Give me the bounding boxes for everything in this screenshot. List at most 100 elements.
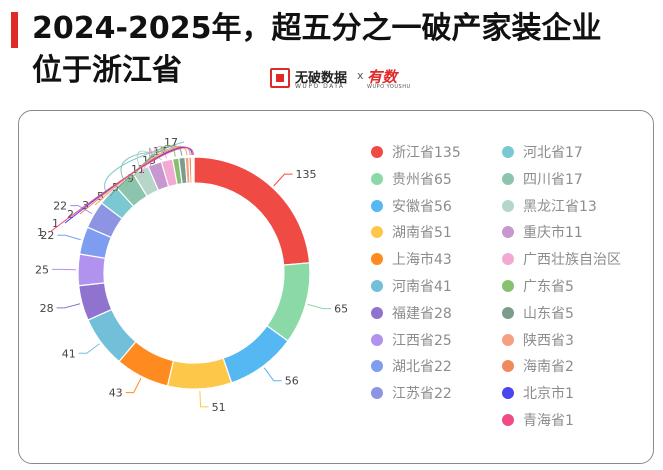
legend-swatch-17 xyxy=(502,333,514,346)
legend-swatch-20 xyxy=(502,414,514,426)
legend-label-20: 青海省1 xyxy=(523,413,574,429)
slice-value-label-0: 135 xyxy=(295,168,316,181)
legend-label-13: 重庆市11 xyxy=(523,225,583,242)
legend-item-15[interactable]: 广东省5 xyxy=(502,276,574,296)
legend-item-20[interactable]: 青海省1 xyxy=(502,410,574,430)
donut-slice-2[interactable] xyxy=(222,324,289,384)
legend-label-2: 安徽省56 xyxy=(392,198,452,215)
legend-item-17[interactable]: 陕西省3 xyxy=(502,330,574,350)
legend-label-15: 广东省5 xyxy=(523,279,574,295)
legend-swatch-16 xyxy=(502,306,514,319)
slice-value-label-9: 22 xyxy=(53,200,67,213)
slice-value-label-14: 9 xyxy=(127,172,134,185)
legend-label-1: 贵州省65 xyxy=(392,171,452,188)
slice-value-label-2: 56 xyxy=(285,375,299,388)
donut-slice-1[interactable] xyxy=(266,262,311,342)
legend-swatch-15 xyxy=(502,280,514,292)
leader-line-5 xyxy=(78,343,100,354)
leader-line-10 xyxy=(104,141,185,194)
legend-item-0[interactable]: 浙江省135 xyxy=(371,142,461,162)
legend-item-16[interactable]: 山东省5 xyxy=(502,303,574,323)
slice-value-label-7: 25 xyxy=(35,263,49,276)
brand-subtitle: WUPO DATA xyxy=(295,83,345,90)
legend-swatch-8 xyxy=(371,360,383,373)
legend-swatch-2 xyxy=(371,199,383,212)
legend-label-16: 山东省5 xyxy=(523,305,574,322)
legend-label-19: 北京市1 xyxy=(523,386,574,403)
legend-item-10[interactable]: 河北省17 xyxy=(502,142,583,162)
leader-line-2 xyxy=(263,367,282,382)
legend-item-2[interactable]: 安徽省56 xyxy=(371,196,452,216)
title-accent-bar xyxy=(11,12,18,48)
donut-slice-3[interactable] xyxy=(166,357,233,390)
legend-swatch-3 xyxy=(371,226,383,239)
legend-item-4[interactable]: 上海市43 xyxy=(371,249,452,269)
legend-item-3[interactable]: 湖南省51 xyxy=(371,222,452,242)
legend-label-0: 浙江省135 xyxy=(392,145,461,161)
legend-item-18[interactable]: 海南省2 xyxy=(502,356,574,376)
legend-item-7[interactable]: 江西省25 xyxy=(371,330,452,350)
legend-item-13[interactable]: 重庆市11 xyxy=(502,222,583,242)
donut-slice-0[interactable] xyxy=(193,156,311,266)
legend-item-11[interactable]: 四川省17 xyxy=(502,169,583,189)
legend-item-14[interactable]: 广西壮族自治区 xyxy=(502,249,621,269)
legend-swatch-14 xyxy=(502,253,514,266)
legend-swatch-12 xyxy=(502,199,514,212)
legend-item-5[interactable]: 河南省41 xyxy=(371,276,452,296)
leader-line-0 xyxy=(273,173,293,187)
slice-value-label-5: 41 xyxy=(62,347,76,360)
legend-label-7: 江西省25 xyxy=(392,332,452,349)
partner-name: 有数 xyxy=(367,68,398,86)
legend-item-19[interactable]: 北京市1 xyxy=(502,383,574,403)
legend-swatch-18 xyxy=(502,360,514,373)
leader-line-8 xyxy=(57,234,81,241)
legend-item-12[interactable]: 黑龙江省13 xyxy=(502,196,597,216)
leader-line-9 xyxy=(70,205,93,215)
legend-swatch-7 xyxy=(371,333,383,346)
slice-value-label-8: 22 xyxy=(40,229,54,242)
legend-swatch-4 xyxy=(371,253,383,266)
chart-panel xyxy=(18,110,654,464)
leader-line-16 xyxy=(109,145,183,197)
leader-line-20 xyxy=(49,147,194,233)
legend-swatch-0 xyxy=(371,146,383,158)
legend-swatch-19 xyxy=(502,387,514,400)
legend-item-9[interactable]: 江苏省22 xyxy=(371,383,452,403)
legend-label-11: 四川省17 xyxy=(523,171,583,188)
slice-value-label-1: 65 xyxy=(334,303,348,316)
leader-line-15 xyxy=(124,145,176,188)
legend-item-6[interactable]: 福建省28 xyxy=(371,303,452,323)
donut-slice-20[interactable] xyxy=(192,156,195,184)
legend-item-1[interactable]: 贵州省65 xyxy=(371,169,452,189)
legend-label-10: 河北省17 xyxy=(523,145,583,161)
page-title-line2: 位于浙江省 xyxy=(32,53,182,88)
slice-value-label-3: 51 xyxy=(212,401,226,414)
brand-collab-x: x xyxy=(357,69,364,82)
leader-line-1 xyxy=(307,303,332,310)
legend-item-8[interactable]: 湖北省22 xyxy=(371,356,452,376)
legend-swatch-1 xyxy=(371,172,383,185)
brand-logos: 无破数据 WUPO DATA x 有数 WUPO YOUSHU xyxy=(270,66,420,92)
slice-value-label-20: 1 xyxy=(37,226,44,239)
slice-value-label-18: 2 xyxy=(67,208,74,221)
slice-value-label-16: 5 xyxy=(97,190,104,203)
legend-label-8: 湖北省22 xyxy=(392,359,452,376)
legend-swatch-10 xyxy=(502,146,514,158)
legend-swatch-11 xyxy=(502,172,514,185)
page-title-line1: 2024-2025年，超五分之一破产家装企业 xyxy=(32,11,602,46)
legend-swatch-9 xyxy=(371,387,383,400)
legend-label-3: 湖南省51 xyxy=(392,225,452,242)
slice-value-label-19: 1 xyxy=(52,217,59,230)
legend-swatch-5 xyxy=(371,280,383,292)
leader-line-6 xyxy=(56,303,81,309)
donut-slice-7[interactable] xyxy=(77,253,106,287)
legend-swatch-13 xyxy=(502,226,514,239)
legend-label-14: 广西壮族自治区 xyxy=(523,252,621,269)
legend-label-12: 黑龙江省13 xyxy=(523,198,597,215)
slice-value-label-6: 28 xyxy=(40,302,54,315)
legend-label-4: 上海市43 xyxy=(392,252,452,269)
slice-value-label-4: 43 xyxy=(109,387,123,400)
legend-label-6: 福建省28 xyxy=(392,305,452,322)
legend-label-9: 江苏省22 xyxy=(392,386,452,403)
wupo-logo-icon xyxy=(270,68,290,88)
